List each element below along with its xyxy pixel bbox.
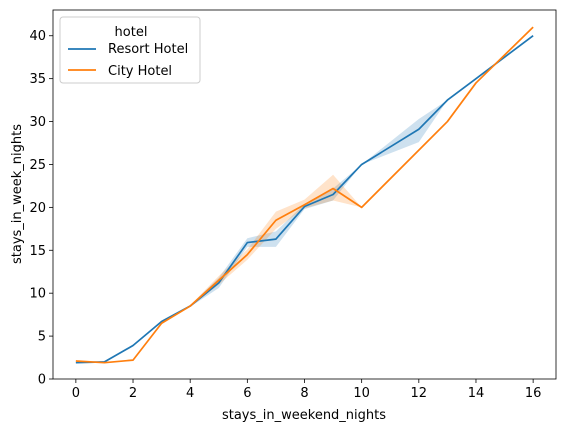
- legend-box: [59, 16, 201, 84]
- legend-title: hotel: [115, 25, 148, 40]
- x-tick-label: 8: [300, 386, 308, 401]
- series-line-resort-hotel: [75, 35, 534, 364]
- y-tick-label: 10: [29, 287, 46, 302]
- y-tick-label: 25: [29, 158, 46, 173]
- x-axis-label: stays_in_weekend_nights: [222, 408, 386, 423]
- series-line-city-hotel: [75, 26, 534, 364]
- y-tick-label: 15: [29, 244, 46, 259]
- x-tick-label: 10: [353, 386, 370, 401]
- x-tick-label: 14: [468, 386, 485, 401]
- x-axis-ticks: 0 2 4 6 8 10 12 14 16: [72, 379, 542, 401]
- legend-label-city-hotel: City Hotel: [108, 64, 172, 79]
- y-tick-label: 5: [38, 330, 46, 345]
- y-tick-label: 30: [29, 115, 46, 130]
- plot-frame: [52, 9, 557, 380]
- x-tick-label: 6: [243, 386, 251, 401]
- x-tick-label: 4: [186, 386, 194, 401]
- y-tick-label: 0: [38, 373, 46, 388]
- y-tick-label: 35: [29, 72, 46, 87]
- x-tick-label: 12: [411, 386, 428, 401]
- series-lines: [75, 26, 534, 364]
- y-axis-label: stays_in_week_nights: [10, 124, 25, 264]
- legend-label-resort-hotel: Resort Hotel: [108, 42, 188, 57]
- x-tick-label: 2: [129, 386, 137, 401]
- legend: hotel Resort Hotel City Hotel: [59, 16, 201, 84]
- x-tick-label: 16: [525, 386, 542, 401]
- y-tick-label: 40: [29, 29, 46, 44]
- y-axis-ticks: 0 5 10 15 20 25 30 35 40: [29, 29, 53, 388]
- x-tick-label: 0: [72, 386, 80, 401]
- y-tick-label: 20: [29, 201, 46, 216]
